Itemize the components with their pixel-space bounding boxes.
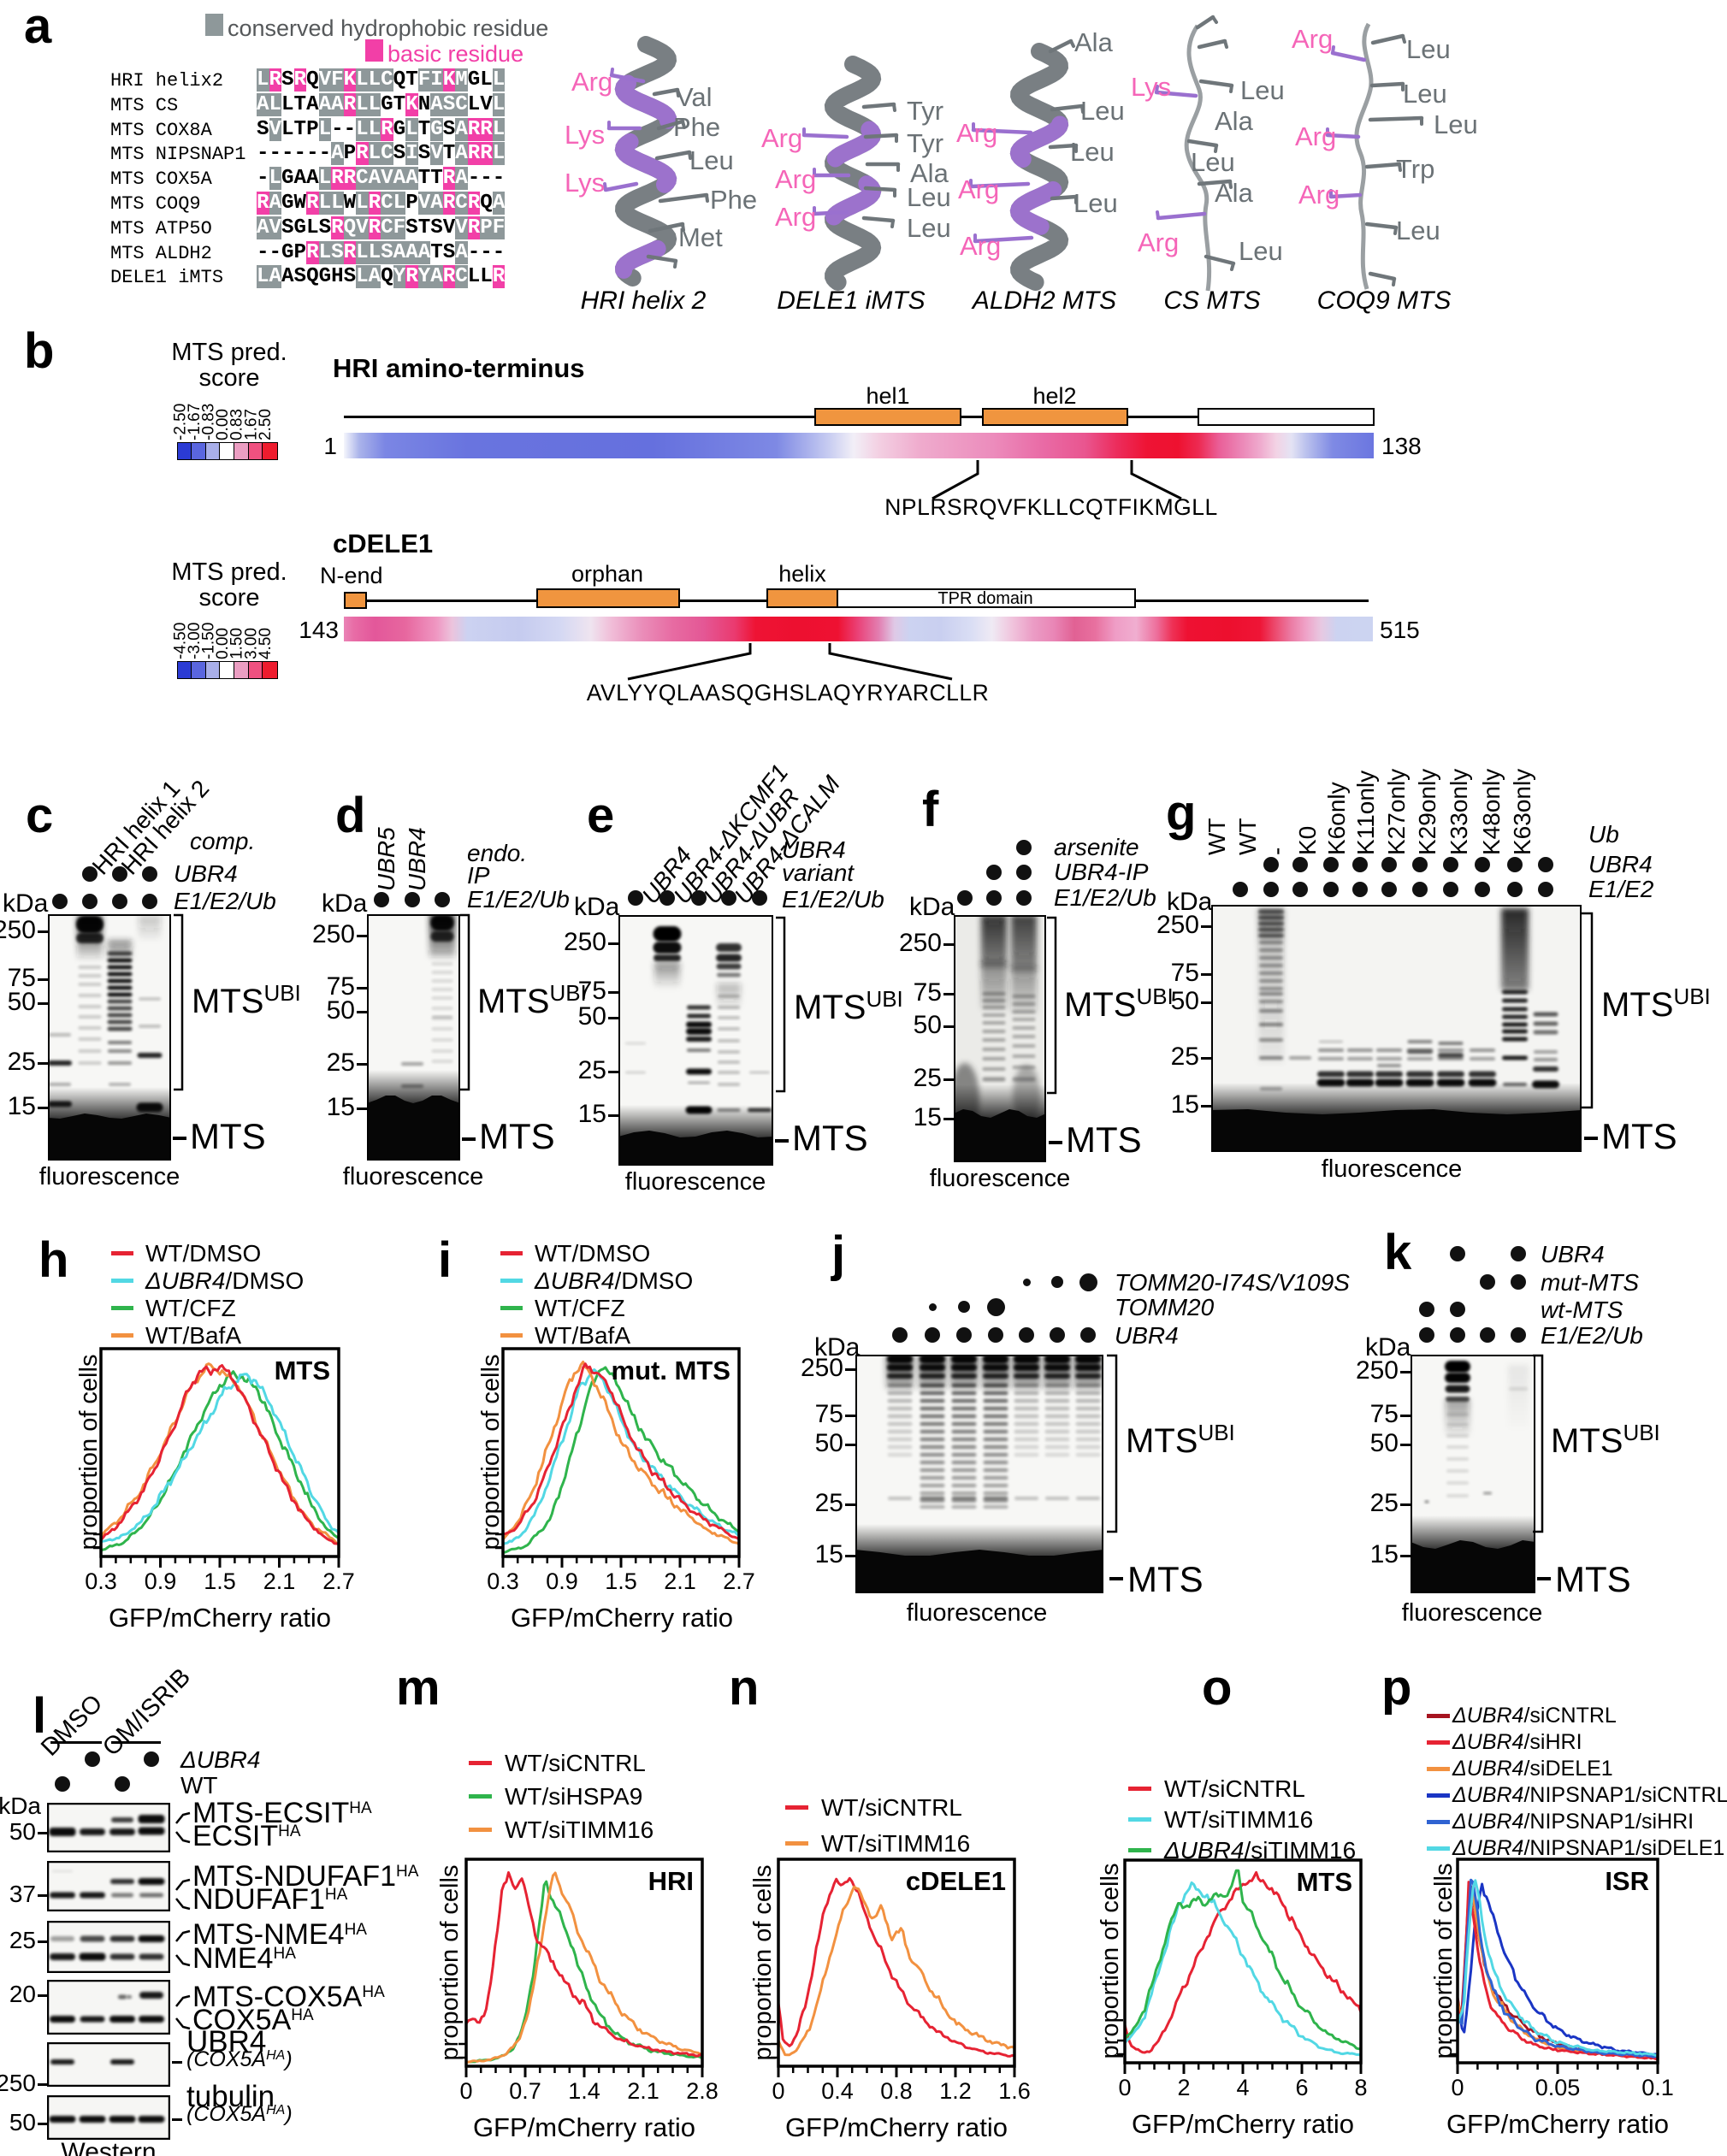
svg-text:3.00: 3.00 <box>242 628 260 659</box>
svg-text:0.83: 0.83 <box>228 409 246 440</box>
svg-text:2.50: 2.50 <box>257 409 275 440</box>
svg-text:1.67: 1.67 <box>242 409 260 440</box>
svg-text:0.00: 0.00 <box>214 628 232 659</box>
svg-text:-1.67: -1.67 <box>186 404 204 440</box>
svg-text:-0.83: -0.83 <box>200 404 218 440</box>
svg-text:-4.50: -4.50 <box>171 623 189 659</box>
svg-text:1.50: 1.50 <box>228 628 246 659</box>
svg-text:-1.50: -1.50 <box>200 623 218 659</box>
svg-text:4.50: 4.50 <box>257 628 275 659</box>
svg-text:0.00: 0.00 <box>214 409 232 440</box>
svg-text:-2.50: -2.50 <box>171 404 189 440</box>
svg-text:-3.00: -3.00 <box>186 623 204 659</box>
